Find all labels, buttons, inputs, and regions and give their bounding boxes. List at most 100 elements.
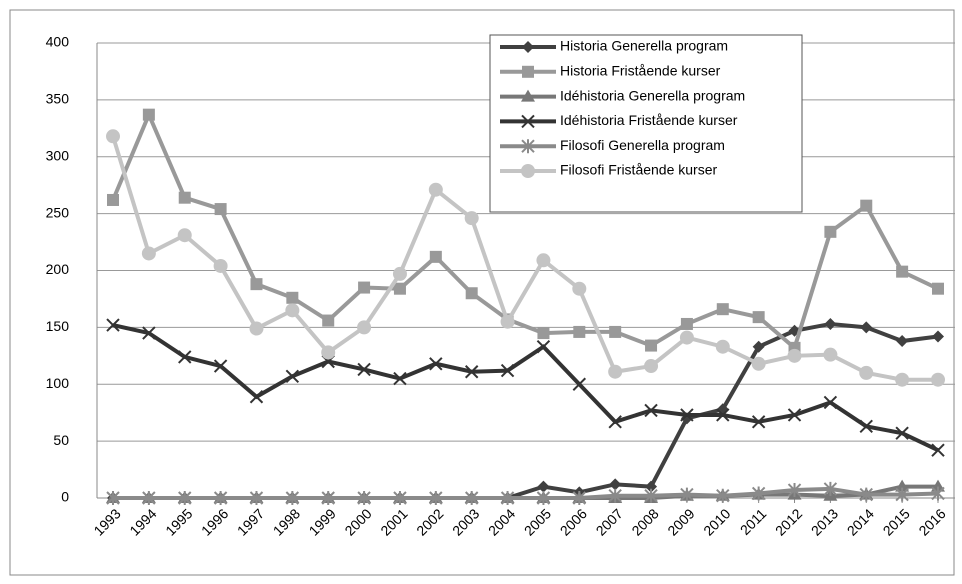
marker: [521, 114, 535, 129]
marker: [895, 479, 910, 492]
marker: [644, 359, 659, 374]
legend-label: Historia Generella program: [560, 38, 728, 54]
marker: [357, 491, 371, 505]
marker: [860, 321, 873, 334]
legend-label: Idéhistoria Generella program: [560, 87, 745, 103]
marker: [249, 491, 264, 505]
marker: [931, 372, 945, 387]
marker: [608, 364, 623, 379]
marker: [680, 487, 694, 502]
marker: [522, 65, 534, 78]
marker: [522, 41, 534, 53]
marker: [358, 281, 371, 294]
marker: [500, 314, 515, 329]
y-tick-label: 0: [61, 489, 69, 505]
marker: [357, 362, 371, 377]
marker: [823, 347, 838, 362]
marker: [106, 129, 120, 144]
y-tick-label: 150: [46, 318, 70, 334]
marker: [751, 356, 766, 371]
marker: [751, 415, 766, 429]
marker: [464, 211, 479, 226]
legend-label: Idéhistoria Fristående kurser: [560, 112, 738, 128]
series-line: [111, 109, 939, 352]
marker: [680, 317, 693, 330]
marker: [464, 491, 479, 505]
marker: [572, 281, 587, 296]
marker: [142, 108, 155, 121]
marker: [250, 278, 263, 291]
marker: [500, 363, 515, 378]
marker: [931, 486, 945, 501]
marker: [285, 491, 300, 505]
marker: [178, 350, 192, 364]
marker: [608, 415, 622, 429]
marker: [752, 340, 765, 353]
marker: [106, 318, 120, 332]
marker: [213, 359, 228, 373]
marker: [464, 365, 479, 379]
marker: [393, 371, 407, 386]
marker: [249, 321, 264, 336]
legend-box: [489, 34, 803, 213]
marker: [859, 365, 874, 380]
marker: [178, 191, 191, 204]
marker: [932, 330, 944, 343]
y-tick-label: 100: [46, 375, 70, 391]
marker: [572, 491, 587, 505]
marker: [895, 372, 910, 387]
marker: [859, 487, 873, 502]
marker: [322, 314, 335, 327]
marker: [521, 139, 535, 154]
marker: [393, 282, 406, 295]
marker: [824, 317, 837, 330]
legend-label: Historia Fristående kurser: [560, 63, 721, 79]
marker: [521, 89, 535, 102]
marker: [645, 480, 658, 493]
y-tick-label: 300: [46, 147, 70, 163]
marker: [680, 408, 694, 422]
marker: [213, 491, 228, 505]
marker: [932, 282, 944, 295]
marker: [465, 287, 478, 300]
marker: [751, 486, 766, 501]
marker: [823, 481, 838, 496]
y-tick-label: 50: [53, 432, 69, 448]
marker: [321, 491, 335, 505]
marker: [536, 491, 551, 505]
marker: [107, 193, 119, 206]
y-tick-label: 250: [46, 204, 70, 220]
legend-label: Filosofi Generella program: [560, 137, 725, 153]
marker: [428, 182, 443, 197]
marker: [142, 326, 156, 340]
marker: [536, 253, 551, 268]
marker: [142, 491, 156, 505]
marker: [285, 303, 300, 318]
marker: [895, 426, 909, 440]
marker: [357, 320, 372, 335]
marker: [860, 199, 873, 212]
marker: [823, 395, 838, 410]
marker: [286, 291, 299, 304]
y-tick-label: 200: [46, 261, 70, 277]
marker: [429, 357, 443, 371]
marker: [214, 203, 227, 216]
marker: [716, 488, 730, 503]
marker: [573, 325, 586, 338]
marker: [392, 266, 407, 281]
marker: [609, 325, 622, 338]
marker: [644, 403, 658, 418]
marker: [679, 330, 694, 345]
marker: [249, 390, 264, 404]
marker: [752, 311, 765, 324]
marker: [521, 164, 535, 178]
marker: [824, 225, 837, 238]
marker: [429, 250, 442, 263]
marker: [716, 408, 730, 422]
marker: [393, 491, 407, 505]
marker: [896, 265, 909, 278]
series-line: [113, 486, 939, 500]
marker: [106, 491, 120, 505]
y-tick-label: 350: [46, 91, 70, 107]
